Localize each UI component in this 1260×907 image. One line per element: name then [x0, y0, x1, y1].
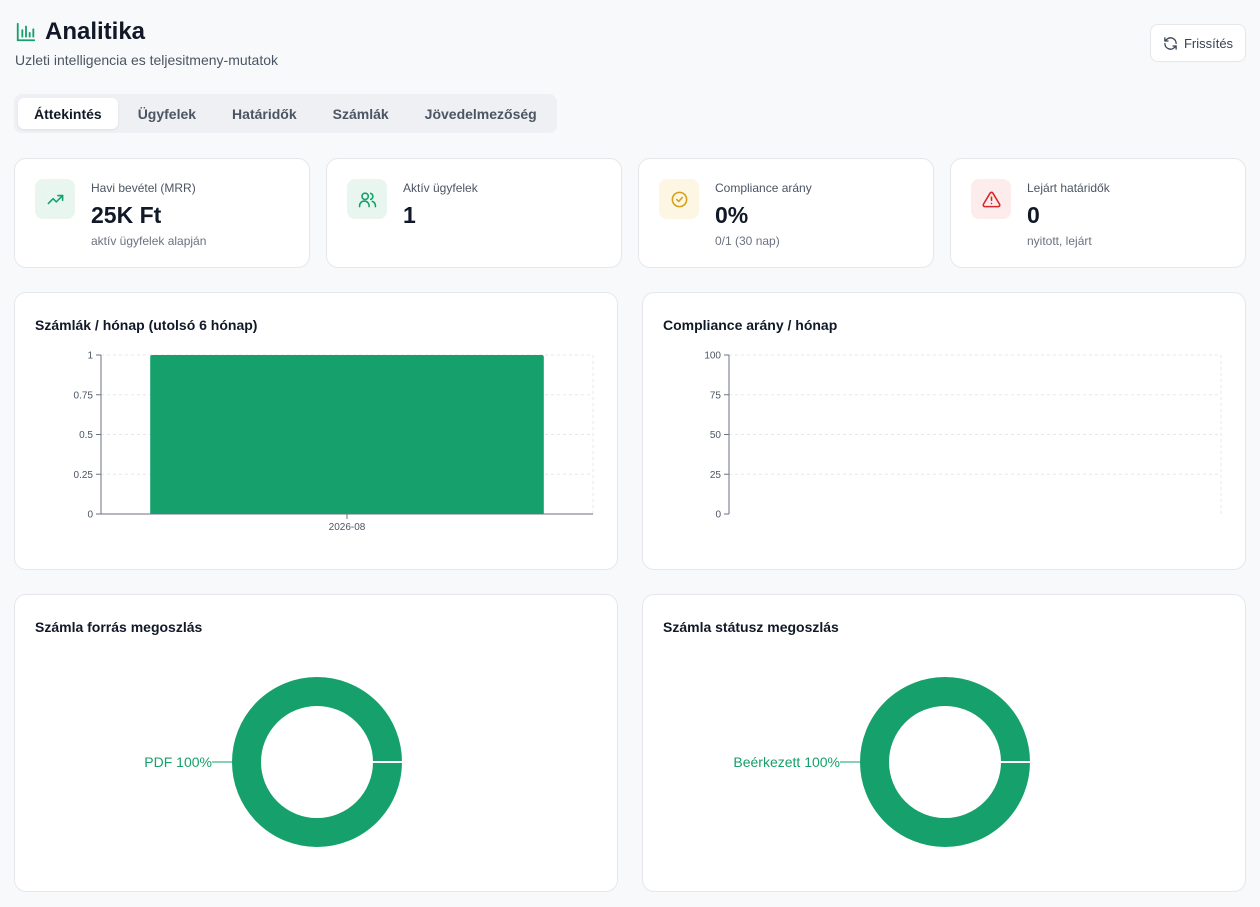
slice-label: Beérkezett 100% — [733, 754, 840, 770]
kpi-value: 0% — [715, 202, 749, 228]
tab-clients[interactable]: Ügyfelek — [137, 105, 197, 122]
donut-slice[interactable] — [860, 677, 1030, 847]
y-tick-label: 25 — [710, 470, 722, 481]
tab-overview[interactable]: Áttekintés — [18, 98, 118, 129]
chart-title: Számla forrás megoszlás — [35, 619, 203, 635]
users-icon — [358, 191, 376, 207]
bar-chart-icon — [16, 22, 36, 42]
kpi-icon-box — [35, 179, 75, 219]
page-subtitle: Uzleti intelligencia es teljesitmeny-mut… — [15, 52, 278, 68]
check-circle-icon — [671, 191, 687, 207]
refresh-button[interactable]: Frissítés — [1150, 24, 1246, 62]
kpi-icon-box — [659, 179, 699, 219]
tab-profitability[interactable]: Jövedelmezőség — [424, 105, 537, 122]
y-tick-label: 0.25 — [74, 470, 94, 481]
kpi-value: 0 — [1027, 202, 1040, 228]
invoice-source-donut-chart: PDF 100% — [144, 677, 402, 847]
chart-title: Számla státusz megoszlás — [663, 619, 839, 635]
kpi-card-compliance: Compliance arány 0% 0/1 (30 nap) — [638, 158, 934, 268]
donut-slice[interactable] — [232, 677, 402, 847]
kpi-sub: 0/1 (30 nap) — [715, 234, 780, 248]
invoice-status-donut-chart: Beérkezett 100% — [733, 677, 1030, 847]
tab-deadlines[interactable]: Határidők — [232, 105, 297, 122]
y-tick-label: 0.5 — [79, 430, 93, 441]
kpi-card-overdue: Lejárt határidők 0 nyitott, lejárt — [950, 158, 1246, 268]
page-header: Analitika Uzleti intelligencia es teljes… — [15, 18, 278, 68]
slice-label: PDF 100% — [144, 754, 212, 770]
y-tick-label: 0.75 — [74, 390, 94, 401]
chart-card-invoice-status: Számla státusz megoszlás Beérkezett 100% — [642, 594, 1246, 892]
x-tick-label: 2026-08 — [329, 522, 366, 533]
chart-card-invoices-per-month: Számlák / hónap (utolsó 6 hónap) 0 0.25 0.… — [14, 292, 618, 570]
invoices-bar-chart: 0 0.25 0.5 0.75 1 2026-08 — [74, 351, 594, 533]
kpi-icon-box — [347, 179, 387, 219]
refresh-icon — [1164, 36, 1177, 50]
y-tick-label: 0 — [715, 510, 721, 521]
kpi-label: Aktív ügyfelek — [403, 181, 478, 195]
page-title: Analitika — [45, 18, 146, 45]
y-tick-label: 50 — [710, 430, 722, 441]
chart-title: Compliance arány / hónap — [663, 317, 838, 333]
chart-title: Számlák / hónap (utolsó 6 hónap) — [35, 317, 258, 333]
kpi-card-mrr: Havi bevétel (MRR) 25K Ft aktív ügyfelek… — [14, 158, 310, 268]
kpi-sub: nyitott, lejárt — [1027, 234, 1092, 248]
tab-invoices[interactable]: Számlák — [332, 105, 389, 122]
kpi-value: 1 — [403, 202, 416, 228]
y-tick-label: 100 — [704, 351, 721, 362]
refresh-label: Frissítés — [1183, 35, 1234, 51]
kpi-label: Compliance arány — [715, 181, 812, 195]
alert-triangle-icon — [981, 191, 1001, 207]
chart-card-compliance-per-month: Compliance arány / hónap 0 25 50 75 100 — [642, 292, 1246, 570]
tab-bar: Áttekintés Ügyfelek Határidők Számlák Jö… — [14, 94, 557, 133]
kpi-label: Havi bevétel (MRR) — [91, 181, 196, 195]
kpi-label: Lejárt határidők — [1027, 181, 1110, 195]
bar[interactable] — [150, 355, 544, 514]
y-tick-label: 0 — [87, 510, 93, 521]
chart-card-invoice-source: Számla forrás megoszlás PDF 100% — [14, 594, 618, 892]
kpi-value: 25K Ft — [91, 202, 162, 228]
kpi-sub: aktív ügyfelek alapján — [91, 234, 207, 248]
y-tick-label: 1 — [87, 351, 93, 362]
trending-up-icon — [47, 194, 63, 204]
kpi-icon-box — [971, 179, 1011, 219]
compliance-line-chart: 0 25 50 75 100 — [704, 351, 1222, 521]
kpi-card-active-clients: Aktív ügyfelek 1 — [326, 158, 622, 268]
y-tick-label: 75 — [710, 390, 722, 401]
